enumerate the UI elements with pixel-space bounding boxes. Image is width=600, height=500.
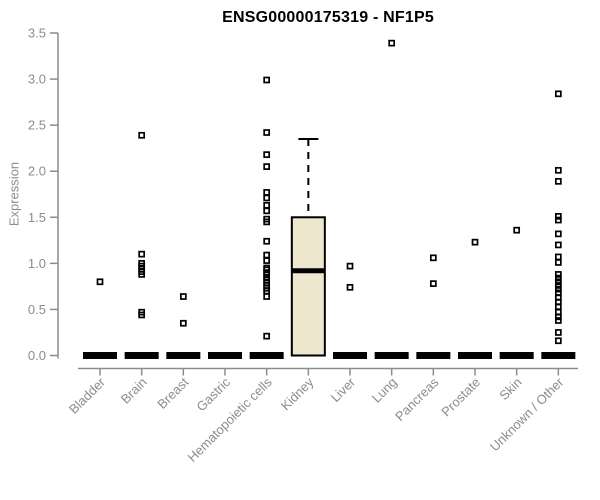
data-point: [346, 262, 354, 270]
x-axis-category-label: Brain: [118, 375, 150, 407]
x-axis-category-label: Prostate: [438, 375, 483, 420]
data-point: [554, 313, 562, 321]
data-point: [513, 226, 521, 234]
data-point: [429, 280, 437, 287]
y-axis-tick-label: 2.5: [28, 118, 46, 133]
chart-title: ENSG00000175319 - NF1P5: [222, 9, 434, 26]
box: [290, 216, 326, 357]
x-axis-category-label: Unknown / Other: [487, 374, 567, 454]
data-point: [388, 39, 396, 47]
zero-median-bar: [416, 352, 451, 359]
zero-median-bar: [541, 352, 576, 359]
zero-median-bar: [83, 352, 117, 359]
y-axis-tick-label: 3.5: [28, 26, 46, 41]
x-axis-category-label: Bladder: [66, 374, 109, 417]
data-point: [554, 285, 562, 293]
data-point: [554, 178, 562, 185]
data-point: [263, 218, 271, 226]
data-point: [554, 230, 562, 238]
data-point: [263, 76, 271, 84]
data-point: [554, 278, 562, 286]
x-axis-category-label: Gastric: [193, 374, 233, 414]
data-point: [554, 213, 562, 220]
data-point: [554, 329, 562, 336]
x-axis-category-label: Liver: [328, 374, 359, 405]
data-point: [554, 337, 562, 345]
data-point: [554, 271, 562, 278]
zero-median-bar: [249, 352, 284, 359]
data-point: [263, 151, 271, 158]
data-point: [554, 253, 562, 261]
data-point: [263, 257, 271, 264]
y-axis-tick-label: 0.5: [28, 302, 46, 317]
y-axis-tick-label: 0.0: [28, 348, 46, 363]
data-point: [138, 250, 146, 258]
data-point: [346, 283, 354, 291]
data-point: [554, 303, 562, 311]
data-point: [554, 90, 562, 98]
data-point: [263, 163, 271, 170]
data-point: [554, 259, 562, 266]
data-point: [263, 129, 271, 136]
zero-median-bar: [166, 352, 201, 359]
y-axis-tick-label: 3.0: [28, 72, 46, 87]
data-point: [554, 274, 562, 282]
data-point: [263, 237, 271, 245]
data-point: [429, 254, 437, 262]
data-point: [263, 332, 271, 340]
data-point: [138, 131, 146, 139]
y-axis-tick-label: 2.0: [28, 164, 46, 179]
zero-median-bar: [458, 352, 493, 359]
data-point: [263, 251, 271, 259]
zero-median-bar: [208, 352, 243, 359]
data-point: [263, 201, 271, 209]
data-point: [179, 293, 187, 300]
data-point: [179, 319, 187, 327]
data-point: [471, 238, 479, 246]
data-point: [138, 311, 146, 319]
zero-median-bar: [374, 352, 409, 359]
y-axis-tick-label: 1.0: [28, 256, 46, 271]
zero-median-bar: [499, 352, 534, 359]
data-point: [263, 194, 271, 202]
data-point: [96, 278, 104, 286]
data-point: [263, 207, 271, 215]
x-axis-category-label: Pancreas: [392, 374, 442, 424]
data-point: [263, 293, 271, 300]
data-point: [554, 216, 562, 224]
x-axis-category-label: Skin: [496, 375, 524, 403]
x-axis-category-label: Kidney: [278, 374, 317, 413]
zero-median-bar: [333, 352, 368, 359]
data-point: [554, 317, 562, 324]
y-axis-tick-label: 1.5: [28, 210, 46, 225]
x-axis-category-label: Lung: [369, 375, 400, 406]
data-point: [554, 282, 562, 289]
x-axis-category-label: Breast: [154, 374, 191, 411]
data-point: [554, 166, 562, 174]
zero-median-bar: [124, 352, 159, 359]
data-point: [138, 271, 146, 278]
data-point: [263, 189, 271, 196]
data-point: [554, 241, 562, 249]
